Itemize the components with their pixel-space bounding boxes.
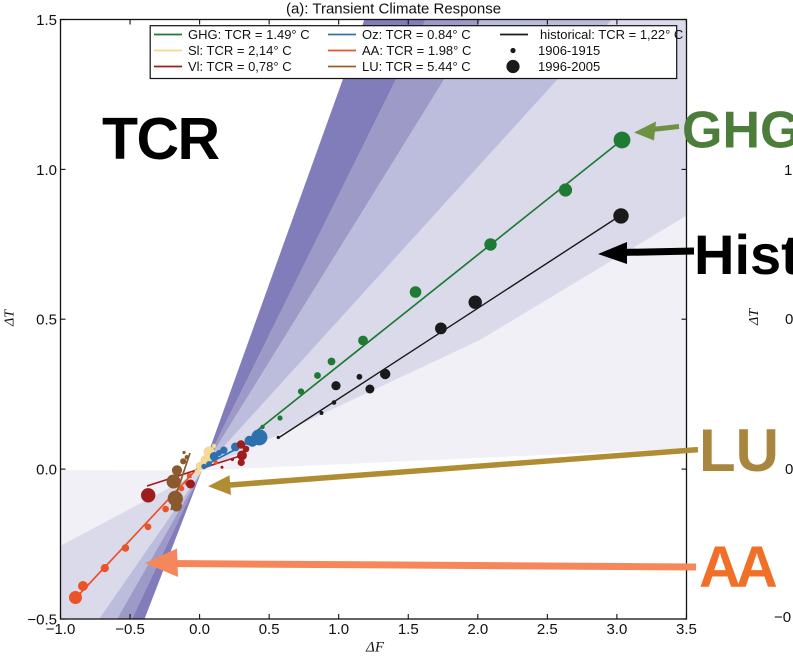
svg-text:ΔT: ΔT — [3, 309, 18, 327]
svg-text:0: 0 — [785, 461, 793, 478]
svg-text:1.5: 1.5 — [398, 621, 419, 638]
svg-text:−0.5: −0.5 — [115, 621, 145, 638]
svg-text:TCR: TCR — [102, 106, 219, 172]
svg-text:LU: TCR = 5.44° C: LU: TCR = 5.44° C — [362, 59, 471, 74]
svg-text:−0: −0 — [774, 609, 791, 626]
svg-text:2.0: 2.0 — [467, 621, 488, 638]
svg-text:ΔF: ΔF — [365, 640, 385, 656]
svg-text:2.5: 2.5 — [537, 621, 558, 638]
svg-text:1996-2005: 1996-2005 — [538, 59, 600, 74]
svg-text:3.0: 3.0 — [606, 621, 627, 638]
svg-text:Sl: TCR = 2,14° C: Sl: TCR = 2,14° C — [188, 43, 292, 58]
svg-text:Oz: TCR = 0.84° C: Oz: TCR = 0.84° C — [362, 27, 471, 42]
svg-text:0.0: 0.0 — [36, 462, 57, 479]
svg-text:0: 0 — [785, 311, 793, 328]
svg-text:LU: LU — [699, 417, 779, 484]
svg-text:0.5: 0.5 — [36, 312, 57, 329]
svg-text:Hist: Hist — [694, 223, 793, 286]
svg-text:Vl: TCR = 0,78° C: Vl: TCR = 0,78° C — [188, 59, 292, 74]
svg-text:(a): Transient Climate Respons: (a): Transient Climate Response — [286, 1, 501, 18]
svg-text:1.5: 1.5 — [36, 12, 57, 29]
svg-text:1.0: 1.0 — [328, 621, 349, 638]
svg-text:AA: TCR = 1.98° C: AA: TCR = 1.98° C — [362, 43, 471, 58]
svg-text:historical: TCR = 1,22° C: historical: TCR = 1,22° C — [540, 27, 683, 42]
svg-text:−0.5: −0.5 — [27, 612, 57, 629]
svg-text:GHG: TCR = 1.49° C: GHG: TCR = 1.49° C — [188, 27, 310, 42]
svg-text:3.5: 3.5 — [676, 621, 697, 638]
svg-text:AA: AA — [699, 535, 777, 600]
svg-text:1.0: 1.0 — [36, 162, 57, 179]
svg-text:1.: 1. — [784, 162, 793, 179]
svg-text:0.5: 0.5 — [259, 621, 280, 638]
svg-text:−1.0: −1.0 — [46, 621, 76, 638]
svg-text:1906-1915: 1906-1915 — [538, 43, 600, 58]
svg-text:0.0: 0.0 — [189, 621, 210, 638]
svg-text:ΔT: ΔT — [747, 308, 762, 326]
svg-text:GHG: GHG — [682, 102, 793, 160]
